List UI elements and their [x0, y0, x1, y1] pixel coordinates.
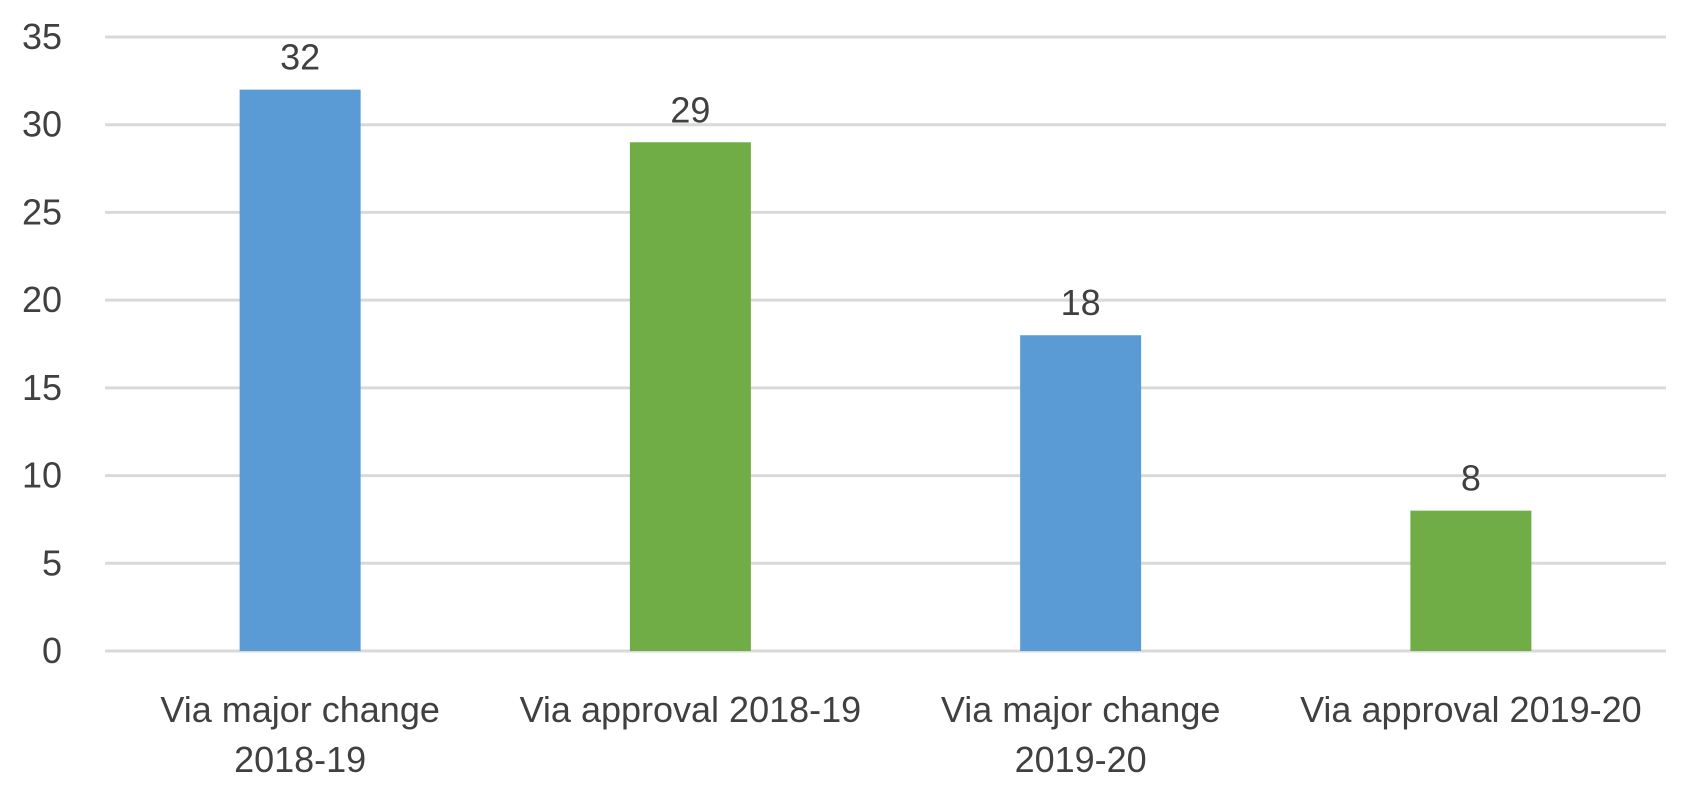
- y-axis-ticks: 0 5 10 15 20 25 30 35: [22, 16, 62, 671]
- category-label-line: Via approval 2018-19: [520, 689, 862, 730]
- y-tick-label: 25: [22, 191, 62, 232]
- category-label: Via approval 2018-19: [520, 689, 862, 730]
- y-tick-label: 0: [42, 630, 62, 671]
- data-label: 32: [280, 37, 320, 78]
- category-label-line: Via approval 2019-20: [1300, 689, 1642, 730]
- data-labels: 32 29 18 8: [280, 37, 1481, 499]
- y-tick-label: 35: [22, 16, 62, 57]
- data-label: 18: [1061, 282, 1101, 323]
- category-label: Via approval 2019-20: [1300, 689, 1642, 730]
- bar: [239, 89, 361, 652]
- category-label-line: 2018-19: [234, 739, 366, 780]
- category-label-line: Via major change: [941, 689, 1221, 730]
- data-label: 29: [670, 89, 710, 130]
- y-tick-label: 10: [22, 455, 62, 496]
- category-label-line: 2019-20: [1015, 739, 1147, 780]
- category-label: Via major change 2019-20: [941, 689, 1221, 780]
- y-tick-label: 5: [42, 542, 62, 583]
- gridlines: [105, 35, 1666, 653]
- bar: [629, 142, 751, 651]
- x-axis-categories: Via major change 2018-19 Via approval 2018…: [160, 689, 1641, 780]
- bar: [1020, 335, 1142, 651]
- y-tick-label: 30: [22, 104, 62, 145]
- category-label: Via major change 2018-19: [160, 689, 440, 780]
- bars: [239, 89, 1532, 652]
- bar: [1410, 510, 1532, 651]
- y-tick-label: 15: [22, 367, 62, 408]
- data-label: 8: [1461, 458, 1481, 499]
- category-label-line: Via major change: [160, 689, 440, 730]
- y-tick-label: 20: [22, 279, 62, 320]
